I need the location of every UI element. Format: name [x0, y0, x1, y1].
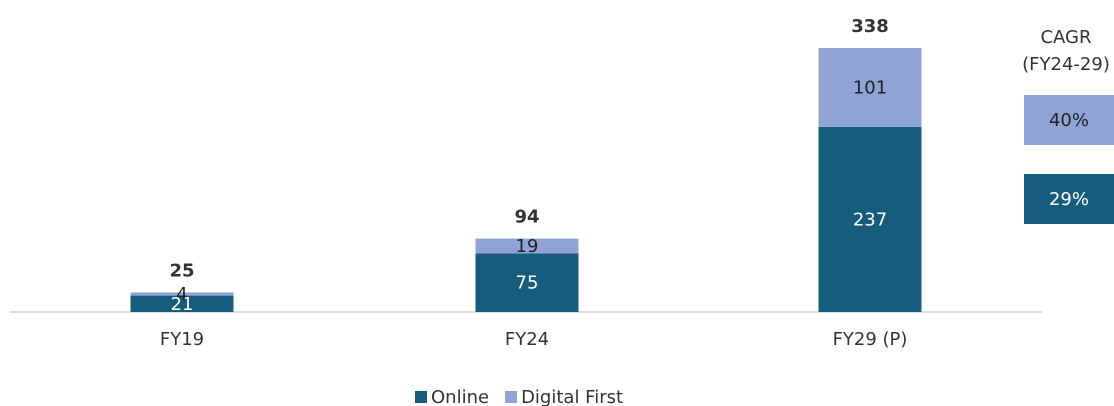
data-label: 101: [853, 77, 887, 98]
bar-segment: [130, 295, 234, 312]
cagr-label: 40%: [1049, 110, 1089, 131]
x-tick-label: FY19: [160, 329, 204, 350]
legend-label: Online: [431, 387, 489, 406]
data-label: 19: [516, 236, 539, 257]
data-label: 237: [853, 209, 887, 230]
cagr-box: [1024, 95, 1114, 145]
data-label: 75: [516, 273, 539, 294]
total-label: 25: [169, 260, 194, 281]
x-tick-label: FY24: [505, 329, 549, 350]
cagr-title: CAGR: [1040, 27, 1091, 48]
legend-swatch: [505, 391, 518, 403]
cagr-box: [1024, 174, 1114, 224]
total-label: 94: [514, 207, 539, 228]
cagr-subtitle: (FY24-29): [1022, 54, 1110, 75]
legend-label: Digital First: [521, 387, 623, 406]
bar-segment: [475, 238, 579, 254]
total-label: 338: [851, 16, 889, 37]
data-label: 21: [171, 294, 194, 315]
cagr-label: 29%: [1049, 189, 1089, 210]
bar-segment: [818, 48, 922, 127]
legend-swatch: [415, 391, 427, 403]
bar-segment: [475, 253, 579, 312]
bar-segment: [130, 292, 234, 296]
bar-segment: [818, 126, 922, 312]
data-label: 4: [176, 284, 187, 305]
x-tick-label: FY29 (P): [833, 329, 908, 350]
